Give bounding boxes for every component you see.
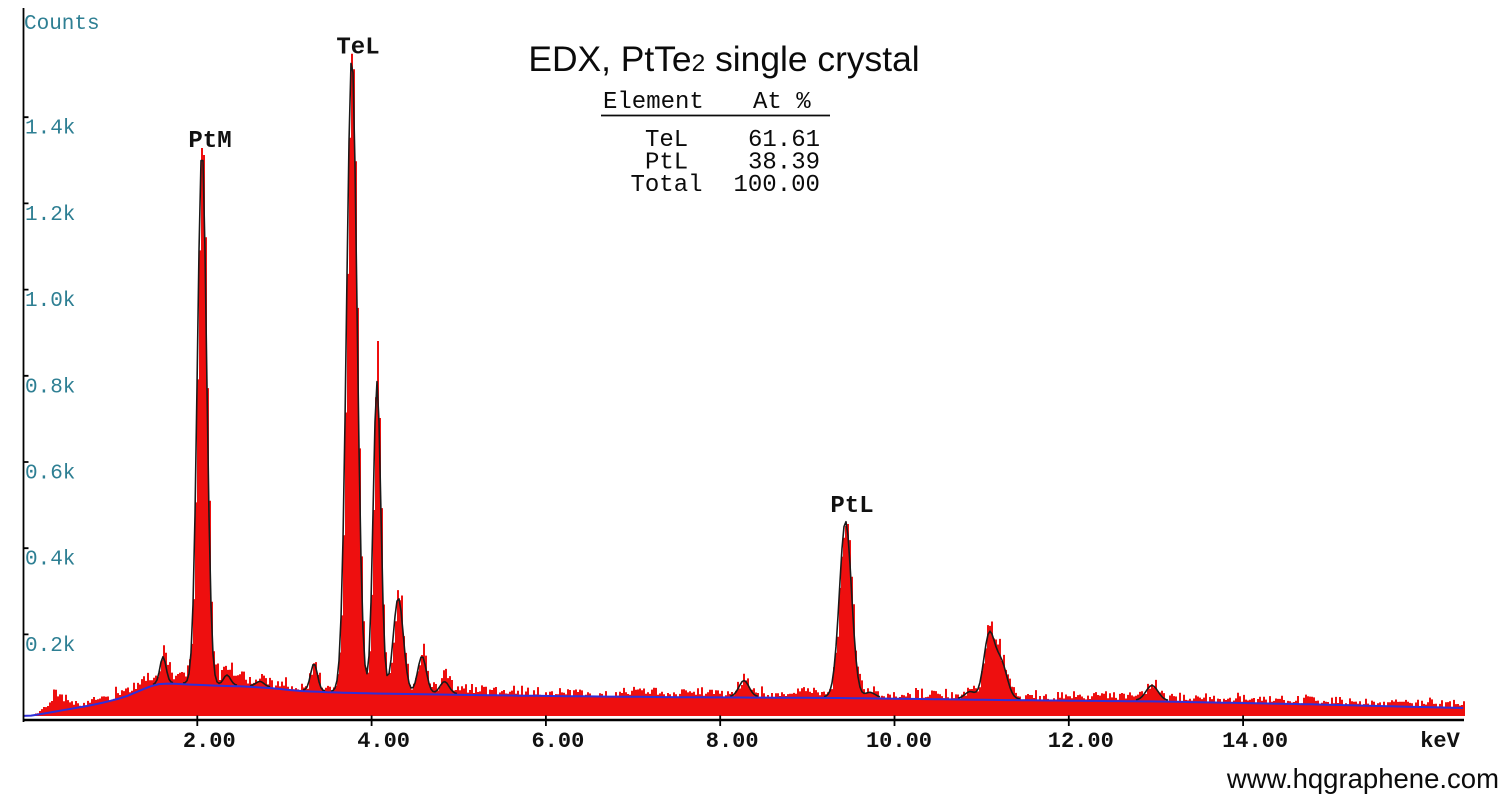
svg-text:1.2k: 1.2k [25, 204, 75, 227]
svg-text:8.00: 8.00 [706, 729, 759, 754]
svg-text:0.8k: 0.8k [25, 376, 75, 399]
svg-text:0.4k: 0.4k [25, 549, 75, 572]
svg-text:Total: Total [631, 172, 703, 199]
svg-text:38.39: 38.39 [748, 150, 820, 177]
svg-text:Counts: Counts [24, 13, 100, 36]
svg-text:PtL: PtL [830, 493, 873, 520]
svg-text:PtL: PtL [645, 150, 688, 177]
svg-text:0.6k: 0.6k [25, 463, 75, 486]
svg-text:100.00: 100.00 [734, 172, 820, 199]
svg-text:10.00: 10.00 [866, 729, 932, 754]
svg-text:Element: Element [603, 89, 704, 116]
svg-text:14.00: 14.00 [1222, 729, 1288, 754]
svg-text:TeL: TeL [336, 35, 379, 62]
svg-text:TeL: TeL [645, 127, 688, 154]
svg-text:61.61: 61.61 [748, 127, 820, 154]
svg-text:PtM: PtM [188, 128, 231, 155]
svg-text:2.00: 2.00 [183, 729, 236, 754]
svg-text:At %: At % [753, 89, 811, 116]
svg-text:keV: keV [1420, 729, 1460, 754]
svg-text:4.00: 4.00 [357, 729, 410, 754]
svg-text:www.hqgraphene.com: www.hqgraphene.com [1226, 763, 1499, 794]
svg-text:1.0k: 1.0k [25, 290, 75, 313]
svg-text:6.00: 6.00 [531, 729, 584, 754]
svg-text:0.2k: 0.2k [25, 635, 75, 658]
svg-text:1.4k: 1.4k [25, 118, 75, 141]
svg-text:EDX, PtTe2 single crystal: EDX, PtTe2 single crystal [528, 39, 919, 79]
svg-text:12.00: 12.00 [1048, 729, 1114, 754]
